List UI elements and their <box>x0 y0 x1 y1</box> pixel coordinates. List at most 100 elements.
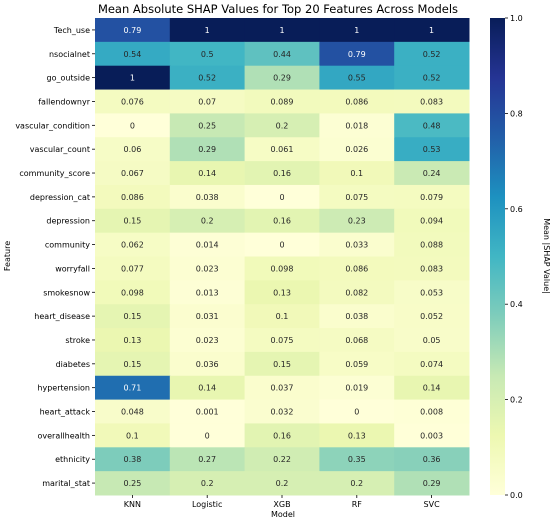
y-tick-label: smokesnow <box>43 288 90 297</box>
cell-value-label: 0 <box>130 121 135 130</box>
cell-value-label: 0.14 <box>198 169 216 178</box>
heatmap-cell <box>95 184 171 210</box>
cell-value-label: 0.14 <box>198 384 216 393</box>
colorbar-tick-label: 0.6 <box>510 205 523 214</box>
y-tick-label: diabetes <box>56 360 90 369</box>
cell-value-label: 0.098 <box>271 264 294 273</box>
cell-value-label: 0.086 <box>121 193 144 202</box>
heatmap-cell <box>169 89 246 114</box>
cell-value-label: 0 <box>279 193 284 202</box>
heatmap-cell <box>95 280 171 305</box>
y-tick-label: heart_attack <box>40 408 91 417</box>
y-tick-label: overallhealth <box>37 431 90 440</box>
heatmap-cell <box>394 280 470 305</box>
heatmap-cell <box>95 304 171 329</box>
cell-value-label: 0.23 <box>348 217 366 226</box>
heatmap-cell <box>394 18 470 43</box>
heatmap-cell <box>319 423 395 448</box>
y-tick-label: stroke <box>65 336 90 345</box>
cell-value-label: 0.019 <box>345 384 368 393</box>
cell-value-label: 0.15 <box>123 360 141 369</box>
heatmap-cell <box>244 280 320 305</box>
cell-value-label: 0 <box>354 408 359 417</box>
cell-value-label: 1 <box>130 74 135 83</box>
x-tick-label: RF <box>352 500 363 509</box>
y-tick-label: go_outside <box>47 74 91 83</box>
heatmap-cell <box>319 232 395 257</box>
cell-value-label: 0.014 <box>196 241 219 250</box>
cell-value-label: 0.2 <box>276 479 289 488</box>
cell-value-label: 0.079 <box>420 193 443 202</box>
cell-value-label: 0.36 <box>423 455 441 464</box>
colorbar-tick-label: 1.0 <box>510 14 523 23</box>
heatmap-cell <box>394 41 470 67</box>
heatmap-cell <box>169 113 246 138</box>
cell-value-label: 0.067 <box>121 169 144 178</box>
heatmap-cell <box>319 280 395 305</box>
cell-value-label: 0.55 <box>348 74 366 83</box>
cell-value-label: 0.086 <box>345 97 368 106</box>
colorbar-ticks: 0.0 0.2 0.4 0.6 0.8 1.0 <box>505 14 523 500</box>
heatmap-cell <box>244 399 320 424</box>
cell-value-label: 0.22 <box>273 455 291 464</box>
y-tick-label: fallendownyr <box>38 97 90 106</box>
heatmap-cell <box>95 41 171 67</box>
cell-value-label: 0.075 <box>345 193 368 202</box>
cell-value-label: 0.48 <box>423 121 441 130</box>
heatmap-cell <box>394 232 470 257</box>
y-tick-label: ethnicity <box>55 455 90 464</box>
heatmap-cell <box>169 447 246 472</box>
heatmap-cell <box>169 304 246 329</box>
cell-value-label: 0.1 <box>126 431 139 440</box>
heatmap-cell <box>394 184 470 210</box>
cell-value-label: 0.082 <box>345 288 368 297</box>
heatmap-cell <box>319 89 395 114</box>
cell-value-label: 0.089 <box>271 97 294 106</box>
cell-value-label: 0.24 <box>423 169 441 178</box>
heatmap-cell <box>319 161 395 186</box>
cell-value-label: 0.52 <box>198 74 216 83</box>
cell-value-label: 0.048 <box>121 408 144 417</box>
heatmap-cell <box>244 184 320 210</box>
cell-value-label: 0.15 <box>273 360 291 369</box>
heatmap-cell <box>394 351 470 377</box>
cell-value-label: 0.29 <box>423 479 441 488</box>
heatmap-cell <box>244 351 320 377</box>
heatmap-cell <box>394 447 470 472</box>
cell-value-label: 0.16 <box>273 431 291 440</box>
heatmap-cell <box>319 471 395 496</box>
heatmap-cell <box>169 471 246 496</box>
heatmap-cell <box>169 208 246 234</box>
y-tick-label: depression_cat <box>30 193 90 202</box>
heatmap-cell <box>95 137 171 162</box>
heatmap-cell <box>394 113 470 138</box>
heatmap-cell <box>319 447 395 472</box>
heatmap-cell <box>319 351 395 377</box>
cell-value-label: 0.052 <box>420 312 443 321</box>
heatmap-cell <box>394 471 470 496</box>
heatmap-cell <box>244 18 320 43</box>
heatmap-cell <box>394 65 470 91</box>
cell-value-label: 0.018 <box>345 121 368 130</box>
heatmap-cell <box>319 256 395 281</box>
cell-value-label: 0.16 <box>273 169 291 178</box>
cell-value-label: 0.098 <box>121 288 144 297</box>
heatmap-cell <box>319 137 395 162</box>
cell-value-label: 0.059 <box>345 360 368 369</box>
heatmap-cell <box>319 41 395 67</box>
cell-value-label: 0.52 <box>423 50 441 59</box>
cell-value-label: 0.16 <box>273 217 291 226</box>
cell-value-label: 0.27 <box>198 455 216 464</box>
cell-value-label: 0.5 <box>201 50 214 59</box>
cell-value-label: 0.1 <box>350 169 363 178</box>
y-axis-label: Feature <box>3 241 12 271</box>
cell-value-label: 0.032 <box>271 408 294 417</box>
cell-value-label: 0.074 <box>420 360 443 369</box>
cell-value-label: 0.026 <box>345 145 368 154</box>
cell-value-label: 0.053 <box>420 288 443 297</box>
cell-value-label: 0.25 <box>198 121 216 130</box>
heatmap-cell <box>244 304 320 329</box>
heatmap-cell <box>244 41 320 67</box>
heatmap-cell <box>244 232 320 257</box>
heatmap-cell <box>169 399 246 424</box>
